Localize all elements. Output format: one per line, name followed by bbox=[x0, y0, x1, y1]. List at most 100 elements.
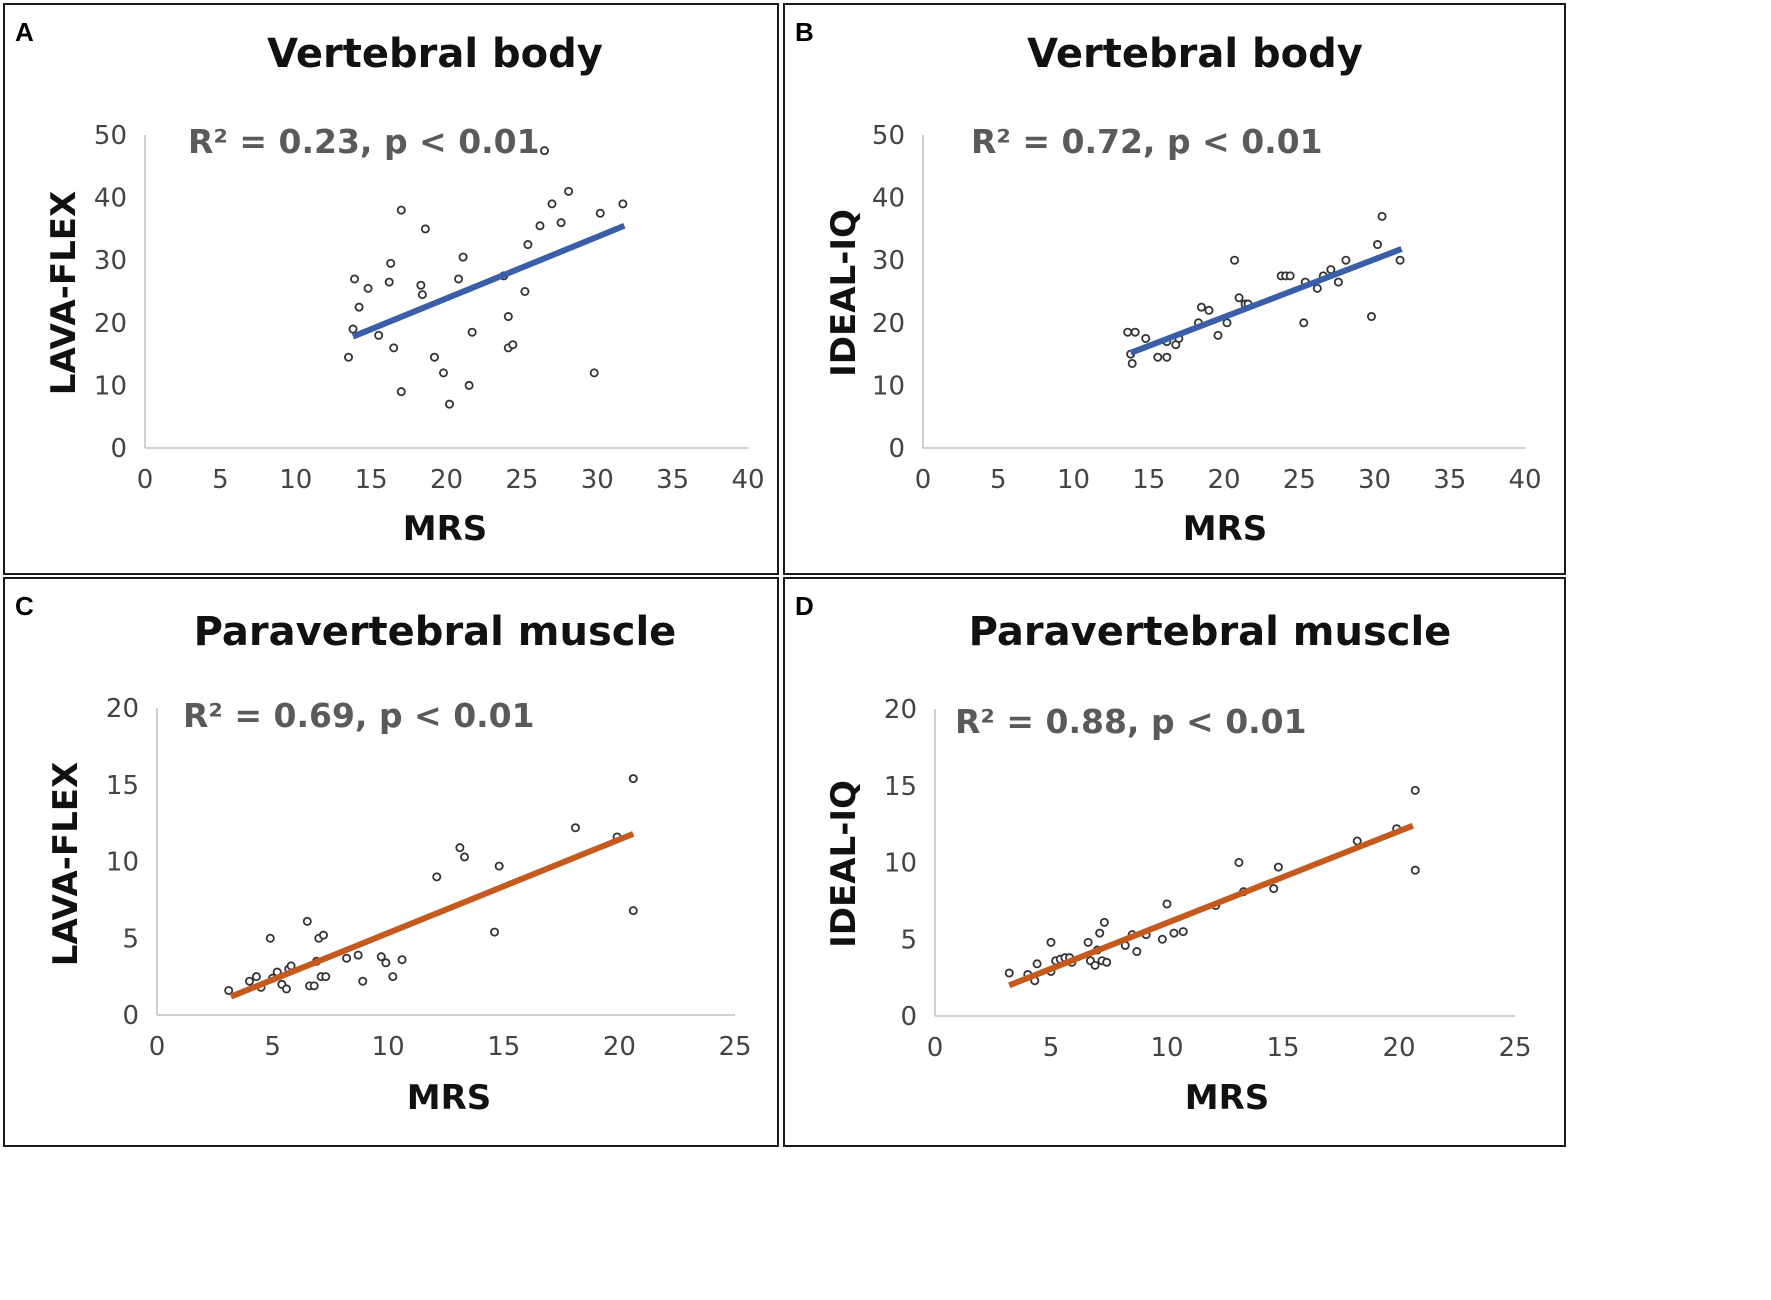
data-point bbox=[445, 399, 455, 409]
y-tick-label: 0 bbox=[110, 434, 127, 464]
data-point bbox=[564, 186, 574, 196]
data-point bbox=[1204, 305, 1214, 315]
data-point bbox=[416, 280, 426, 290]
y-tick-label: 20 bbox=[884, 695, 917, 725]
y-axis-label: LAVA-FLEX bbox=[46, 762, 86, 966]
x-tick-label: 15 bbox=[1132, 465, 1165, 495]
data-point bbox=[1213, 330, 1223, 340]
x-tick-label: 25 bbox=[505, 465, 538, 495]
data-point bbox=[309, 981, 319, 991]
data-point bbox=[432, 872, 442, 882]
data-point bbox=[396, 205, 406, 215]
panel-d: D Paravertebral muscle R² = 0.88, p < 0.… bbox=[783, 577, 1566, 1147]
data-point bbox=[464, 380, 474, 390]
data-point bbox=[344, 352, 354, 362]
data-point bbox=[523, 240, 533, 250]
data-point bbox=[1032, 959, 1042, 969]
data-point bbox=[1299, 318, 1309, 328]
x-tick-label: 35 bbox=[1433, 465, 1466, 495]
data-point bbox=[1102, 957, 1112, 967]
y-axis-label: LAVA-FLEX bbox=[44, 191, 84, 395]
data-point bbox=[595, 208, 605, 218]
y-tick-label: 0 bbox=[888, 434, 905, 464]
data-point bbox=[1377, 211, 1387, 221]
y-tick-label: 50 bbox=[872, 121, 905, 151]
data-point bbox=[1130, 327, 1140, 337]
data-point bbox=[1366, 312, 1376, 322]
r-squared-annotation: R² = 0.69, p < 0.01 bbox=[183, 696, 535, 735]
plot-area: 0 5 10 15 20 0 5 10 15 20 25 bbox=[884, 695, 1532, 1063]
y-tick-label: 30 bbox=[94, 246, 127, 276]
data-point bbox=[459, 852, 469, 862]
data-point bbox=[358, 976, 368, 986]
data-point bbox=[321, 972, 331, 982]
data-point bbox=[1132, 947, 1142, 957]
data-point bbox=[1004, 968, 1014, 978]
data-point bbox=[389, 343, 399, 353]
x-tick-label: 30 bbox=[1358, 465, 1391, 495]
data-point bbox=[348, 324, 358, 334]
x-tick-label: 15 bbox=[355, 465, 388, 495]
data-point bbox=[589, 368, 599, 378]
data-point bbox=[1410, 785, 1420, 795]
plot-area: 0 10 20 30 40 50 0 5 10 15 20 25 30 35 40 bbox=[94, 121, 765, 495]
y-tick-label: 20 bbox=[872, 309, 905, 339]
y-tick-label: 10 bbox=[884, 849, 917, 879]
data-point bbox=[1141, 333, 1151, 343]
x-tick-label: 20 bbox=[603, 1032, 636, 1062]
trendline bbox=[1129, 246, 1403, 356]
x-tick-label: 10 bbox=[279, 465, 312, 495]
data-point bbox=[618, 199, 628, 209]
data-point bbox=[455, 843, 465, 853]
data-point bbox=[508, 340, 518, 350]
data-point bbox=[244, 976, 254, 986]
x-tick-label: 5 bbox=[990, 465, 1007, 495]
r-squared-annotation: R² = 0.23, p < 0.01 bbox=[188, 122, 540, 161]
data-point bbox=[381, 958, 391, 968]
data-point bbox=[376, 952, 386, 962]
data-point bbox=[397, 955, 407, 965]
data-point bbox=[454, 274, 464, 284]
data-point bbox=[350, 274, 360, 284]
y-tick-label: 20 bbox=[106, 694, 139, 724]
r-squared-annotation: R² = 0.72, p < 0.01 bbox=[971, 122, 1323, 161]
scatter-chart-c: C Paravertebral muscle R² = 0.69, p < 0.… bbox=[15, 591, 752, 1118]
x-tick-label: 0 bbox=[915, 465, 932, 495]
trendline bbox=[1008, 822, 1415, 989]
data-point bbox=[1312, 283, 1322, 293]
x-tick-label: 30 bbox=[581, 465, 614, 495]
y-tick-label: 10 bbox=[106, 848, 139, 878]
x-axis-label: MRS bbox=[403, 509, 488, 549]
data-point bbox=[1230, 255, 1240, 265]
x-tick-label: 15 bbox=[487, 1032, 520, 1062]
x-tick-label: 10 bbox=[1057, 465, 1090, 495]
data-point bbox=[1095, 928, 1105, 938]
panel-label: D bbox=[795, 591, 814, 621]
data-point bbox=[1090, 960, 1100, 970]
panel-label: A bbox=[15, 17, 34, 47]
y-tick-label: 40 bbox=[872, 184, 905, 214]
y-tick-label: 10 bbox=[872, 371, 905, 401]
y-tick-label: 0 bbox=[122, 1001, 139, 1031]
data-point bbox=[628, 906, 638, 916]
x-tick-label: 20 bbox=[1207, 465, 1240, 495]
y-tick-label: 20 bbox=[94, 309, 127, 339]
x-axis-label: MRS bbox=[1183, 509, 1268, 549]
data-point bbox=[386, 258, 396, 268]
data-point bbox=[467, 327, 477, 337]
y-tick-label: 50 bbox=[94, 121, 127, 151]
y-tick-label: 15 bbox=[884, 772, 917, 802]
data-point bbox=[374, 330, 384, 340]
data-point bbox=[1153, 352, 1163, 362]
data-point bbox=[556, 218, 566, 228]
data-point bbox=[388, 972, 398, 982]
data-point bbox=[1178, 927, 1188, 937]
data-point bbox=[396, 387, 406, 397]
data-point bbox=[1395, 255, 1405, 265]
x-tick-label: 40 bbox=[731, 465, 764, 495]
data-point bbox=[1234, 293, 1244, 303]
data-point bbox=[1373, 240, 1383, 250]
x-tick-label: 0 bbox=[149, 1032, 166, 1062]
x-tick-label: 40 bbox=[1508, 465, 1541, 495]
data-point bbox=[535, 221, 545, 231]
